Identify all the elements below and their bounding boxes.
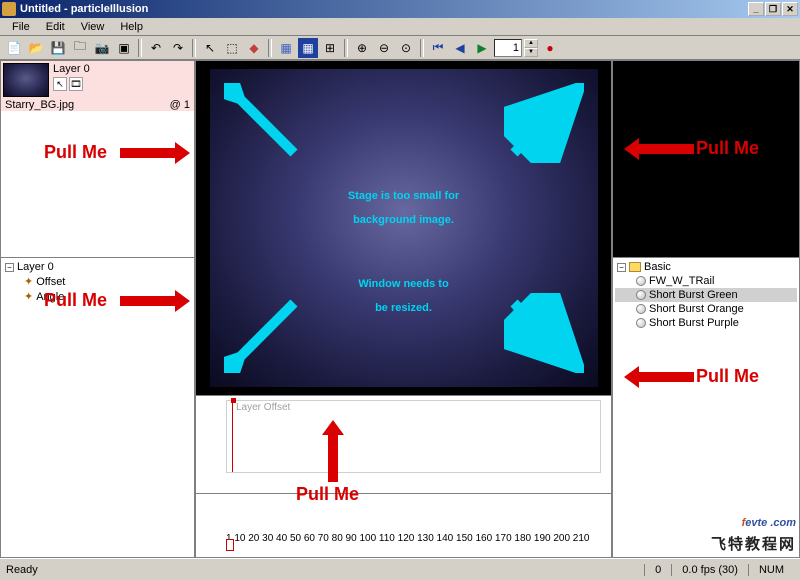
preview-panel: [612, 60, 800, 258]
graph-current-marker[interactable]: [232, 401, 233, 472]
camera-icon[interactable]: 📷: [92, 38, 112, 58]
library-item-label: Short Burst Green: [649, 289, 738, 301]
status-frame: 0: [644, 564, 671, 576]
save-icon[interactable]: 💾: [48, 38, 68, 58]
open-icon[interactable]: 📂: [26, 38, 46, 58]
render-icon[interactable]: ▣: [114, 38, 134, 58]
menu-edit[interactable]: Edit: [38, 19, 73, 35]
app-icon: [2, 2, 16, 16]
titlebar: Untitled - particleIllusion _ ❐ ✕: [0, 0, 800, 18]
window-title: Untitled - particleIllusion: [20, 3, 748, 15]
zoom-in-icon[interactable]: ⊕: [352, 38, 372, 58]
layer-name: Layer 0: [53, 63, 192, 75]
maximize-button[interactable]: ❐: [765, 2, 781, 16]
tree-offset-label: Offset: [36, 276, 65, 288]
library-item-label: FW_W_TRail: [649, 275, 714, 287]
folder-icon[interactable]: 🗀: [70, 38, 90, 58]
zoom-out-icon[interactable]: ⊖: [374, 38, 394, 58]
zoom-fit-icon[interactable]: ⊙: [396, 38, 416, 58]
arrow-br-icon: [504, 293, 584, 373]
folder-icon: [629, 262, 641, 272]
status-num: NUM: [748, 564, 794, 576]
layer-file-row: Starry_BG.jpg @ 1: [1, 99, 194, 111]
library-item[interactable]: Short Burst Green: [615, 288, 797, 302]
library-item[interactable]: FW_W_TRail: [615, 274, 797, 288]
library-folder[interactable]: − Basic: [615, 260, 797, 274]
emitter-icon: [636, 304, 646, 314]
layer-filename: Starry_BG.jpg: [5, 99, 74, 111]
record-icon[interactable]: ●: [540, 38, 560, 58]
graph-panel[interactable]: Layer Offset: [195, 396, 612, 494]
layer-tool-icon[interactable]: ↖: [53, 77, 67, 91]
stage-canvas[interactable]: Stage is too small forbackground image. …: [210, 69, 598, 387]
library-panel: − Basic FW_W_TRail Short Burst Green Short…: [612, 258, 800, 558]
right-column: − Basic FW_W_TRail Short Burst Green Short…: [612, 60, 800, 558]
tree-root[interactable]: − Layer 0: [3, 260, 192, 274]
cursor-icon[interactable]: ↖: [200, 38, 220, 58]
graph-label: Layer Offset: [236, 402, 290, 413]
collapse-icon[interactable]: −: [5, 263, 14, 272]
frame-input[interactable]: [494, 39, 522, 57]
arrow-bl-icon: [224, 293, 304, 373]
stage-text-1: Stage is too small forbackground image.: [210, 181, 598, 229]
menubar: File Edit View Help: [0, 18, 800, 36]
grid2-icon[interactable]: ▦: [298, 38, 318, 58]
library-item-label: Short Burst Purple: [649, 317, 739, 329]
undo-icon[interactable]: ↶: [146, 38, 166, 58]
emitter-icon: [636, 276, 646, 286]
timeline-ticks: 1 10 20 30 40 50 60 70 80 90 100 110 120…: [226, 533, 589, 553]
prev-frame-icon[interactable]: ◀: [450, 38, 470, 58]
center-column: Stage is too small forbackground image. …: [195, 60, 612, 558]
emitter-icon: [636, 318, 646, 328]
layers-panel: Layer 0 ↖ 🎞 Starry_BG.jpg @ 1: [0, 60, 195, 258]
layer-frame-icon[interactable]: 🎞: [69, 77, 83, 91]
menu-file[interactable]: File: [4, 19, 38, 35]
arrow-tr-icon: [504, 83, 584, 163]
emitter-icon[interactable]: ◆: [244, 38, 264, 58]
stage-panel[interactable]: Stage is too small forbackground image. …: [195, 60, 612, 396]
play-icon[interactable]: ▶: [472, 38, 492, 58]
close-button[interactable]: ✕: [782, 2, 798, 16]
tree-offset[interactable]: ✦ Offset: [3, 274, 192, 289]
minimize-button[interactable]: _: [748, 2, 764, 16]
offset-icon: ✦: [24, 275, 33, 288]
toolbar: 📄 📂 💾 🗀 📷 ▣ ↶ ↷ ↖ ⬚ ◆ ▦ ▦ ⊞ ⊕ ⊖ ⊙ ⏮ ◀ ▶ …: [0, 36, 800, 60]
menu-help[interactable]: Help: [112, 19, 151, 35]
collapse-icon[interactable]: −: [617, 263, 626, 272]
timeline-panel[interactable]: 1 10 20 30 40 50 60 70 80 90 100 110 120…: [195, 494, 612, 558]
tree-angle[interactable]: ✦ Angle: [3, 289, 192, 304]
tree-angle-label: Angle: [36, 291, 64, 303]
timeline-cursor[interactable]: [226, 539, 234, 551]
grid-icon[interactable]: ▦: [276, 38, 296, 58]
layer-at-frame: @ 1: [170, 99, 190, 111]
layer-thumbnail: [3, 63, 49, 97]
left-column: Layer 0 ↖ 🎞 Starry_BG.jpg @ 1 − Layer 0 …: [0, 60, 195, 558]
menu-view[interactable]: View: [73, 19, 113, 35]
frame-spinner[interactable]: ▲▼: [524, 39, 538, 57]
status-ready: Ready: [6, 564, 644, 576]
emitter-icon: [636, 290, 646, 300]
first-frame-icon[interactable]: ⏮: [428, 38, 448, 58]
redo-icon[interactable]: ↷: [168, 38, 188, 58]
library-item[interactable]: Short Burst Orange: [615, 302, 797, 316]
statusbar: Ready 0 0.0 fps (30) NUM: [0, 558, 800, 580]
layer-row[interactable]: Layer 0 ↖ 🎞: [1, 61, 194, 99]
arrow-tl-icon: [224, 83, 304, 163]
tree-root-label: Layer 0: [17, 261, 54, 273]
library-item-label: Short Burst Orange: [649, 303, 744, 315]
new-icon[interactable]: 📄: [4, 38, 24, 58]
select-icon[interactable]: ⬚: [222, 38, 242, 58]
main-area: Layer 0 ↖ 🎞 Starry_BG.jpg @ 1 − Layer 0 …: [0, 60, 800, 558]
properties-panel: − Layer 0 ✦ Offset ✦ Angle: [0, 258, 195, 558]
snap-icon[interactable]: ⊞: [320, 38, 340, 58]
library-item[interactable]: Short Burst Purple: [615, 316, 797, 330]
angle-icon: ✦: [24, 290, 33, 303]
status-fps: 0.0 fps (30): [671, 564, 748, 576]
library-folder-label: Basic: [644, 261, 671, 273]
